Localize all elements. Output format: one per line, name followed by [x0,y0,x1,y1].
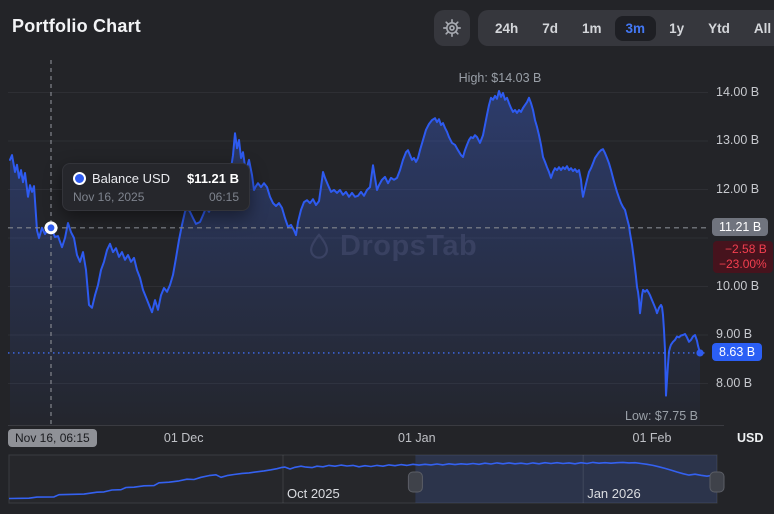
navigator-label: Jan 2026 [587,486,641,501]
currency-unit-label: USD [737,431,764,445]
y-axis-label: 8.00 B [716,375,753,390]
high-annotation: High: $14.03 B [458,71,542,85]
balance-line [9,90,701,397]
page-title: Portfolio Chart [12,16,141,36]
y-axis-label: 9.00 B [716,327,753,341]
change-badge: −2.58 B −23.00% [713,240,773,273]
series-marker-icon [73,172,86,185]
settings-button[interactable] [434,10,470,46]
y-axis-label: 14.00 B [716,84,760,99]
range-button-1y[interactable]: 1y [658,16,695,41]
x-axis-tick: 01 Jan [398,431,436,445]
balance-area-fill [10,91,700,425]
navigator-label: Oct 2025 [286,486,340,501]
gear-icon [443,19,461,37]
change-abs: −2.58 B [725,241,767,256]
range-button-3m[interactable]: 3m [614,15,657,41]
hover-date-badge: Nov 16, 06:15 [8,429,97,447]
y-axis-label: 13.00 B [716,133,760,147]
range-button-1m[interactable]: 1m [571,16,613,41]
range-button-ytd[interactable]: Ytd [697,16,741,41]
range-button-all[interactable]: All [743,16,774,41]
change-pct: −23.00% [719,256,767,271]
y-axis-label: 10.00 B [716,278,760,293]
tooltip-time: 06:15 [208,190,239,204]
last-value-badge: 8.63 B [712,342,763,361]
x-axis-tick: 01 Feb [632,431,672,445]
range-button-7d[interactable]: 7d [531,16,569,41]
low-annotation: Low: $7.75 B [625,409,698,423]
navigator-left-handle[interactable] [407,471,423,493]
navigator-line [8,461,718,500]
navigator-right-handle[interactable] [709,471,725,493]
last-point [696,349,704,357]
hover-value-badge: 11.21 B [712,217,769,236]
hover-point[interactable] [47,224,55,232]
tooltip-series-label: Balance USD [92,171,171,186]
navigator-selection[interactable] [415,455,717,503]
tooltip-value: $11.21 B [186,171,239,186]
x-axis-tick: 01 Dec [163,431,204,445]
tooltip-date: Nov 16, 2025 [73,190,145,204]
time-range-group: 24h 7d 1m 3m 1y Ytd All [478,10,774,46]
hover-tooltip: Balance USD $11.21 B Nov 16, 2025 06:15 [62,163,250,211]
y-axis-label: 12.00 B [716,181,760,196]
range-button-24h[interactable]: 24h [484,16,529,41]
